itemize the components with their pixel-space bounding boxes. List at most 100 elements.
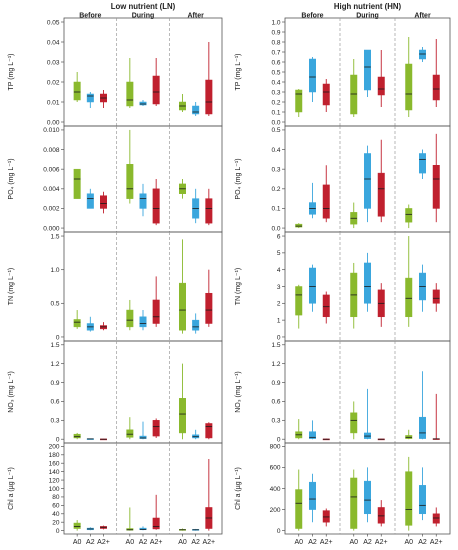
y-tick-label: 0.6 — [271, 399, 280, 406]
y-tick-label: 0.006 — [43, 166, 60, 173]
box-a2 — [419, 264, 426, 312]
panel-no3: 0 0.3 0.6 0.9 1.2 1.5 NO₃ (mg L⁻¹) — [235, 340, 451, 444]
box-a2-plus — [377, 500, 385, 527]
y-tick-label: 0 — [56, 437, 60, 444]
box-body — [322, 510, 330, 523]
box-body — [432, 513, 440, 524]
box-body — [73, 319, 81, 328]
y-tick-label: 200 — [49, 444, 60, 451]
box-body — [100, 195, 107, 209]
box-a2-plus — [100, 191, 107, 214]
y-tick-label: 0.04 — [47, 39, 60, 46]
box-body — [309, 431, 316, 439]
box-a2-plus — [432, 39, 440, 107]
column-title: High nutrient (HN) — [334, 2, 402, 11]
y-tick-label: 0.7 — [271, 49, 280, 56]
box-body — [364, 153, 371, 209]
y-tick-label: 0.002 — [43, 206, 60, 213]
y-tick-label: 0.02 — [47, 79, 60, 86]
box-body — [322, 184, 330, 219]
box-body — [432, 289, 440, 304]
box-body — [419, 153, 426, 174]
box-body — [205, 79, 213, 115]
y-tick-label: 600 — [270, 465, 281, 472]
x-tick-label: A0 — [73, 539, 82, 546]
x-tick-label: A0 — [126, 539, 135, 546]
box-a2-plus — [322, 508, 330, 527]
box-a2-plus — [322, 291, 330, 324]
y-tick-label: 0.008 — [43, 147, 60, 154]
panel-tp: 0.00 0.01 0.02 0.03 0.04 0.05 TP (mg L⁻¹) — [8, 17, 223, 127]
box-a2-plus — [432, 283, 440, 312]
panel-no3: 0 0.3 0.6 0.9 1.2 1.5 NO₃ (mg L⁻¹) — [8, 340, 223, 444]
box-a2 — [419, 371, 426, 440]
box-a2-plus — [205, 269, 213, 327]
y-tick-label: 200 — [270, 507, 281, 514]
box-body — [126, 528, 134, 531]
box-a2-plus — [152, 494, 160, 530]
box-a0 — [350, 469, 358, 531]
y-tick-label: 400 — [270, 486, 281, 493]
y-tick-label: 20 — [52, 520, 60, 527]
box-a2-plus — [205, 422, 213, 440]
box-a0 — [405, 204, 413, 229]
box-a2-plus — [100, 90, 107, 108]
y-tick-label: 0 — [277, 334, 281, 341]
y-axis-label: TP (mg L⁻¹) — [235, 53, 242, 90]
y-tick-label: 0.000 — [43, 225, 60, 232]
box-a0 — [350, 262, 358, 329]
box-a2 — [192, 102, 200, 116]
y-tick-label: 0.6 — [50, 399, 59, 406]
x-tick-label: A2 — [418, 539, 427, 546]
box-body — [205, 292, 213, 324]
x-tick-label: A0 — [349, 539, 358, 546]
y-tick-label: 0.4 — [271, 79, 280, 86]
panel-tn: 0 1 2 3 4 5 6 TN (mg L⁻¹) — [235, 231, 451, 342]
box-a2 — [139, 310, 147, 331]
box-a2 — [364, 145, 371, 223]
box-a2 — [86, 438, 94, 440]
box-a0 — [405, 429, 413, 440]
box-a2 — [86, 188, 94, 209]
box-a0 — [179, 239, 186, 334]
box-a0 — [73, 72, 81, 102]
x-tick-label: A2 — [308, 539, 317, 546]
box-a2 — [309, 420, 316, 440]
y-tick-label: 0 — [277, 437, 281, 444]
y-tick-label: 0.03 — [47, 59, 60, 66]
y-tick-label: 800 — [270, 444, 281, 451]
chart-low-nutrient: Low nutrient (LN)Before During After0.000.… — [8, 2, 223, 546]
box-body — [152, 188, 160, 224]
box-a0 — [73, 520, 81, 531]
y-tick-label: 0.9 — [271, 29, 280, 36]
y-tick-label: 1.5 — [50, 342, 59, 349]
box-body — [419, 49, 426, 60]
x-tick-label: A0 — [178, 539, 187, 546]
box-a2 — [419, 47, 426, 62]
y-tick-label: 0.00 — [47, 119, 60, 126]
box-body — [419, 485, 426, 515]
box-a2-plus — [205, 42, 213, 116]
box-a0 — [126, 507, 134, 531]
box-a2-plus — [322, 165, 330, 223]
phase-label: Before — [79, 13, 101, 20]
panel-tp: 0.0 0.1 0.2 0.3 0.4 0.5 0.6 0.7 0.8 0.9 1.0 TP (mg … — [235, 17, 451, 127]
box-a2 — [309, 264, 316, 312]
box-body — [377, 76, 385, 96]
y-tick-label: 3 — [277, 284, 281, 291]
box-body — [295, 489, 303, 529]
box-a2-plus — [432, 393, 440, 440]
box-body — [322, 294, 330, 318]
box-a2 — [139, 421, 147, 440]
y-tick-label: 0.9 — [50, 380, 59, 387]
box-a2-plus — [377, 283, 385, 327]
box-body — [419, 416, 426, 439]
x-tick-label: A2+ — [375, 539, 388, 546]
y-tick-label: 5 — [277, 250, 281, 257]
y-axis-label: Chl a (µg L⁻¹) — [235, 467, 242, 510]
panel-tn: 0 0.5 1.0 1.5 TN (mg L⁻¹) — [8, 231, 223, 342]
y-tick-label: 0.2 — [271, 99, 280, 106]
box-a2-plus — [377, 50, 385, 107]
box-body — [350, 74, 358, 115]
